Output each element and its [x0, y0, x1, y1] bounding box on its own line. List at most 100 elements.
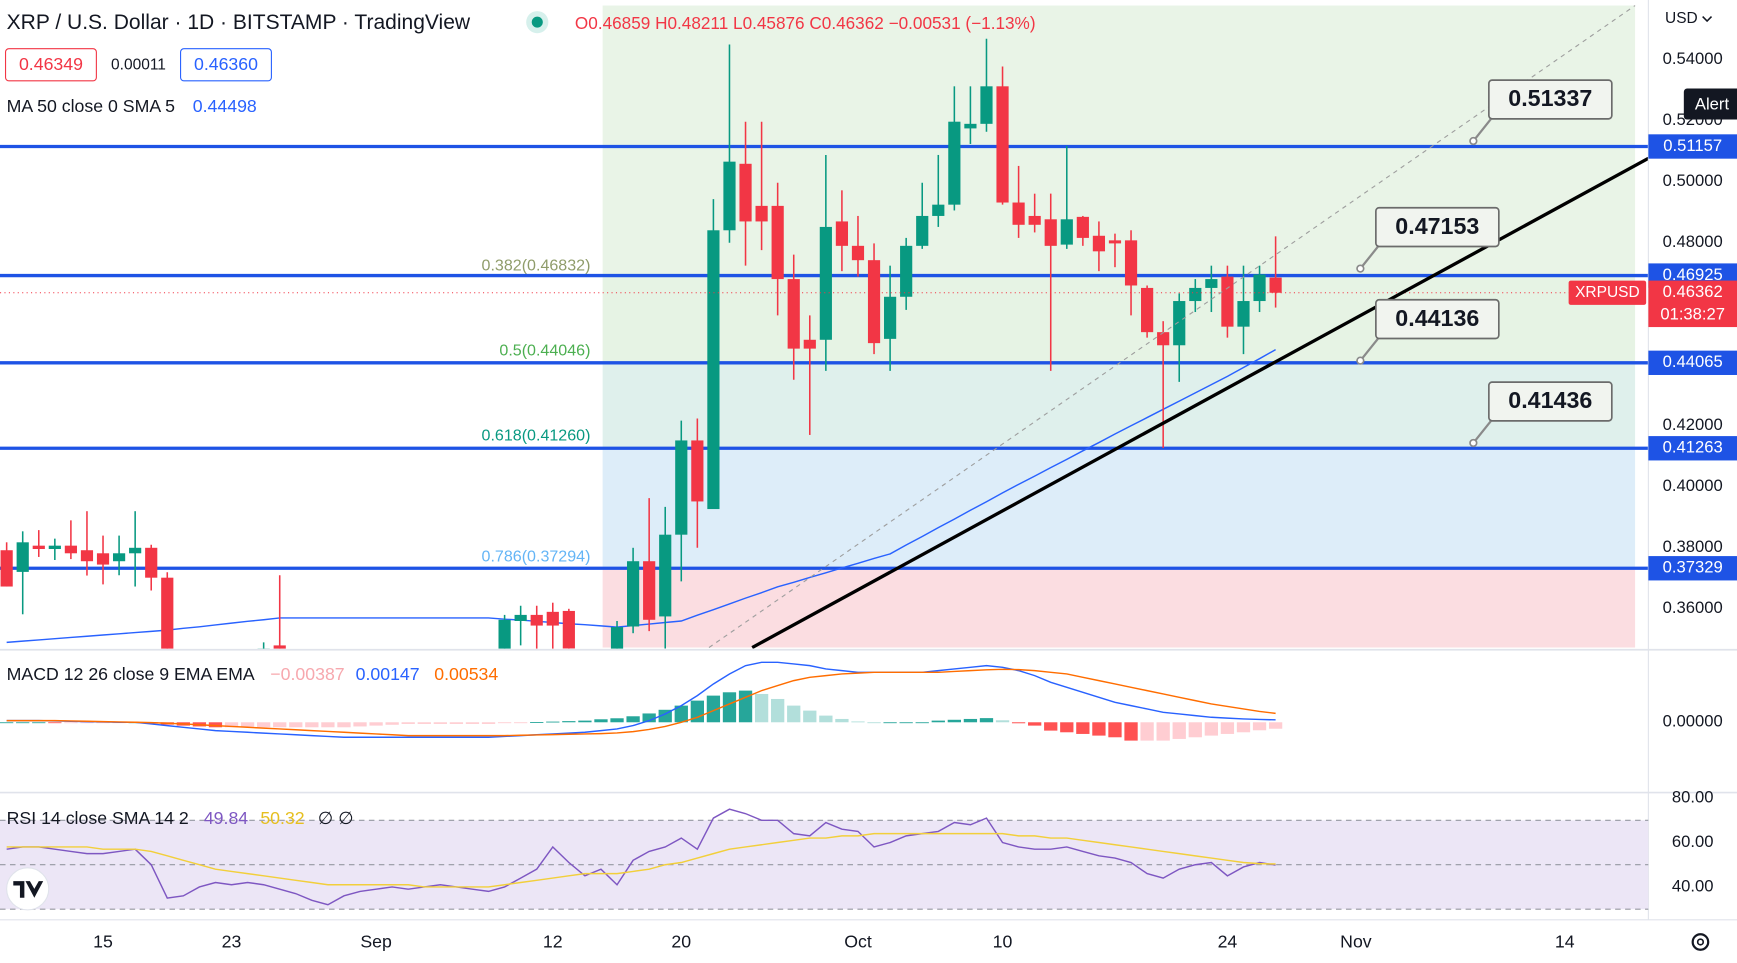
macd-histogram-bar — [273, 722, 287, 728]
candle-body — [1092, 235, 1106, 252]
ask-box[interactable] — [180, 48, 272, 82]
candle-body — [916, 215, 929, 246]
macd-pane — [0, 661, 1283, 741]
settings-icon[interactable] — [1691, 933, 1710, 951]
hline-price-label: 0.51157 — [1663, 136, 1722, 155]
rsi-line — [6, 832, 1276, 888]
fib-label: 0.618(0.41260) — [482, 426, 591, 444]
macd-histogram-bar — [337, 722, 351, 728]
symbol-box — [1568, 280, 1647, 305]
candle-body — [932, 204, 945, 216]
hline-price-label: 0.44065 — [1663, 352, 1723, 371]
candle-body — [948, 121, 961, 205]
candle-body — [787, 279, 800, 349]
candle-body — [723, 161, 736, 231]
x-tick-label: Nov — [1340, 932, 1372, 952]
macd-histogram-bar — [562, 721, 576, 723]
macd-histogram-bar — [417, 722, 431, 724]
gear-hub[interactable] — [1696, 938, 1705, 946]
x-tick-label: 10 — [993, 932, 1013, 952]
y-tick-label: 0.40000 — [1663, 476, 1723, 495]
macd-histogram-bar — [578, 720, 592, 723]
alert-button[interactable] — [1683, 88, 1737, 120]
macd-value: 0.00147 — [356, 664, 420, 684]
hline-price-box — [1648, 436, 1737, 461]
y-tick-label: 80.00 — [1672, 787, 1714, 806]
macd-histogram-bar — [401, 722, 415, 724]
ma-legend-value: 0.44498 — [193, 96, 257, 116]
macd-histogram-bar — [1156, 722, 1170, 741]
macd-histogram-bar — [610, 718, 624, 723]
price-pane — [0, 38, 1649, 649]
macd-histogram-bar — [1204, 722, 1219, 736]
macd-histogram-bar — [819, 715, 833, 723]
candle-body — [1044, 219, 1057, 246]
x-tick-label: 20 — [671, 932, 691, 952]
hline-price-box — [1648, 556, 1737, 581]
macd-histogram-bar — [1268, 722, 1283, 729]
callout-box — [1488, 79, 1613, 120]
symbol-title: XRP / U.S. Dollar · 1D · BITSTAMP · Trad… — [7, 11, 471, 34]
macd-histogram-bar — [208, 722, 223, 728]
macd-histogram-bar — [899, 722, 913, 724]
candle-body — [129, 547, 142, 554]
bid[interactable]: 0.46349 — [19, 54, 83, 74]
rsi-value: 49.84 — [204, 808, 248, 828]
fib-zone — [602, 448, 1636, 570]
symbol-label: XRPUSD — [1575, 284, 1640, 301]
gear[interactable] — [1691, 933, 1710, 951]
candle-body — [1108, 240, 1122, 244]
candle-body — [964, 123, 977, 129]
macd-histogram-bar — [754, 693, 769, 723]
macd-histogram-bar — [1124, 722, 1138, 741]
ask[interactable]: 0.46360 — [194, 54, 258, 74]
ohlc-legend: O0.46859 H0.48211 L0.45876 C0.46362 −0.0… — [575, 13, 1036, 33]
macd-legend-title: MACD 12 26 close 9 EMA EMA — [7, 664, 255, 684]
rsi-pane — [0, 808, 1649, 910]
hline-price-label: 0.37329 — [1663, 558, 1723, 577]
fib-zone — [602, 363, 1636, 449]
candle-body — [884, 296, 897, 339]
alert-label[interactable]: Alert — [1695, 95, 1730, 114]
macd-histogram-bar — [1188, 722, 1202, 738]
candle-body — [1124, 240, 1138, 286]
candle-body — [80, 550, 94, 562]
macd-histogram-bar — [514, 722, 528, 724]
macd-histogram-bar — [1044, 722, 1058, 731]
macd-histogram-bar — [626, 716, 640, 723]
macd-histogram-bar — [883, 722, 897, 724]
candle-body — [530, 614, 543, 626]
hline-price-box — [1648, 134, 1737, 159]
callout-pointer — [1359, 337, 1379, 362]
bid-box[interactable] — [4, 48, 97, 82]
fib-label: 0.786(0.37294) — [482, 547, 591, 565]
candle-body — [112, 553, 126, 562]
candle-body — [562, 610, 575, 649]
candle-body — [627, 561, 640, 627]
macd-line — [6, 661, 1276, 738]
macd-histogram-bar — [530, 722, 544, 723]
callout-pointer — [1472, 118, 1492, 142]
macd-histogram-bar — [1092, 722, 1106, 736]
candle-body — [48, 545, 61, 550]
macd-histogram-bar — [257, 722, 271, 728]
macd-histogram-bar — [305, 722, 319, 728]
macd-histogram-bar — [449, 722, 464, 724]
callout-anchor — [1356, 356, 1365, 365]
fib-label: 0.5(0.44046) — [499, 341, 590, 359]
logo-circle — [6, 867, 50, 911]
y-tick-label: 0.54000 — [1663, 49, 1723, 68]
macd-histogram-bar — [722, 692, 737, 723]
callouts: 0.51337 0.47153 0.44136 0.41436 — [1356, 79, 1613, 448]
macd-histogram-bar — [931, 720, 945, 723]
candle-body — [514, 614, 527, 621]
y-tick-label: 0.48000 — [1663, 232, 1723, 251]
fib-zone — [602, 569, 1636, 648]
candle-body — [96, 553, 110, 565]
x-tick-label: Sep — [360, 932, 392, 952]
callout-text: 0.51337 — [1508, 85, 1592, 111]
candle-body — [835, 221, 849, 246]
currency-caret — [1702, 16, 1713, 23]
